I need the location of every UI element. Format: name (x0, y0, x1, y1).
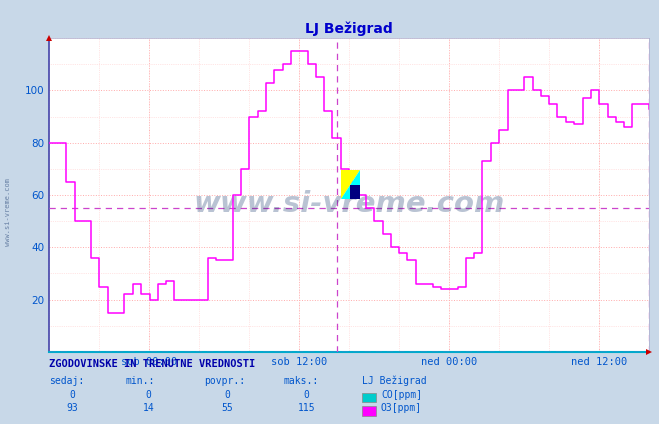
Text: 93: 93 (67, 403, 78, 413)
Text: sedaj:: sedaj: (49, 376, 84, 386)
Text: 0: 0 (225, 390, 230, 400)
Text: 14: 14 (142, 403, 154, 413)
Text: maks.:: maks.: (283, 376, 318, 386)
Text: 0: 0 (304, 390, 309, 400)
Text: www.si-vreme.com: www.si-vreme.com (194, 190, 505, 218)
Text: ZGODOVINSKE IN TRENUTNE VREDNOSTI: ZGODOVINSKE IN TRENUTNE VREDNOSTI (49, 359, 256, 369)
Polygon shape (351, 184, 360, 199)
Text: www.si-vreme.com: www.si-vreme.com (5, 178, 11, 246)
Text: 0: 0 (70, 390, 75, 400)
Text: 115: 115 (298, 403, 315, 413)
Text: 0: 0 (146, 390, 151, 400)
Title: LJ Bežigrad: LJ Bežigrad (305, 21, 393, 36)
Polygon shape (341, 170, 360, 199)
Text: 55: 55 (221, 403, 233, 413)
Text: O3[ppm]: O3[ppm] (381, 403, 422, 413)
Text: CO[ppm]: CO[ppm] (381, 390, 422, 400)
Text: LJ Bežigrad: LJ Bežigrad (362, 375, 427, 386)
Polygon shape (341, 170, 360, 199)
Text: povpr.:: povpr.: (204, 376, 245, 386)
Text: min.:: min.: (125, 376, 155, 386)
